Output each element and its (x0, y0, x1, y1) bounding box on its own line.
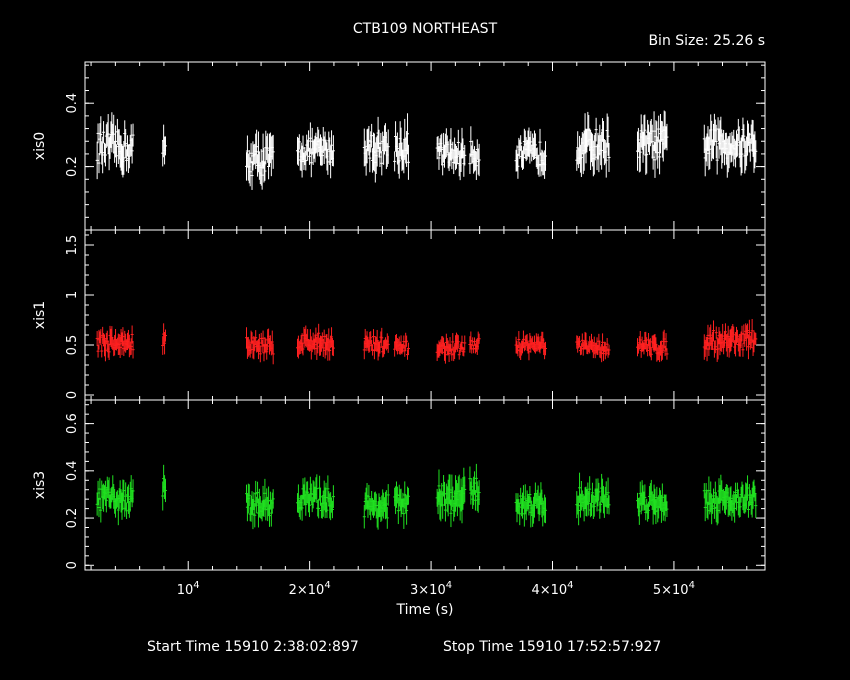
xis1-frame (84, 229, 766, 401)
start-time-label: Start Time 15910 2:38:02:897 (147, 639, 359, 655)
xis1-ytick-label: 0 (65, 391, 80, 399)
xis0-series (95, 110, 758, 190)
xis3-axis-label: xis3 (32, 471, 48, 499)
xis0-ytick-label: 0.4 (65, 93, 80, 114)
xis3-ytick-label: 0.6 (65, 413, 80, 434)
xis3-frame (84, 399, 766, 571)
x-tick-label: 4×104 (531, 580, 573, 598)
panels: 0.2 0.4 xis0 0 0.5 1 1.5 xis1 0 0.2 0.4 0.6 xis3 (32, 61, 766, 571)
xis1-ytick-label: 0.5 (65, 335, 80, 356)
x-tick-label: 5×104 (653, 580, 695, 598)
panel-xis0: 0.2 0.4 xis0 (32, 61, 766, 231)
x-axis-label: Time (s) (396, 602, 454, 618)
x-tick-label: 104 (177, 580, 200, 598)
xis3-series (95, 463, 758, 530)
panel-xis3: 0 0.2 0.4 0.6 xis3 (32, 399, 766, 571)
x-tick-label: 2×104 (289, 580, 331, 598)
panel-xis1: 0 0.5 1 1.5 xis1 (32, 229, 766, 401)
x-tick-label: 3×104 (410, 580, 452, 598)
xis1-axis-label: xis1 (32, 301, 48, 329)
chart-title: CTB109 NORTHEAST (353, 21, 498, 37)
xis1-ytick-label: 1 (65, 291, 80, 299)
xis3-ytick-label: 0.4 (65, 460, 80, 481)
stop-time-label: Stop Time 15910 17:52:57:927 (443, 639, 661, 655)
xis1-ytick-label: 1.5 (65, 235, 80, 256)
xis3-ytick-label: 0.2 (65, 508, 80, 529)
xis1-series (95, 318, 758, 365)
bin-size-label: Bin Size: 25.26 s (648, 33, 765, 49)
xis0-ytick-label: 0.2 (65, 156, 80, 177)
xis3-ytick-label: 0 (65, 561, 80, 569)
xis0-axis-label: xis0 (32, 132, 48, 160)
x-tick-labels: 104 2×104 3×104 4×104 5×104 (177, 580, 695, 598)
